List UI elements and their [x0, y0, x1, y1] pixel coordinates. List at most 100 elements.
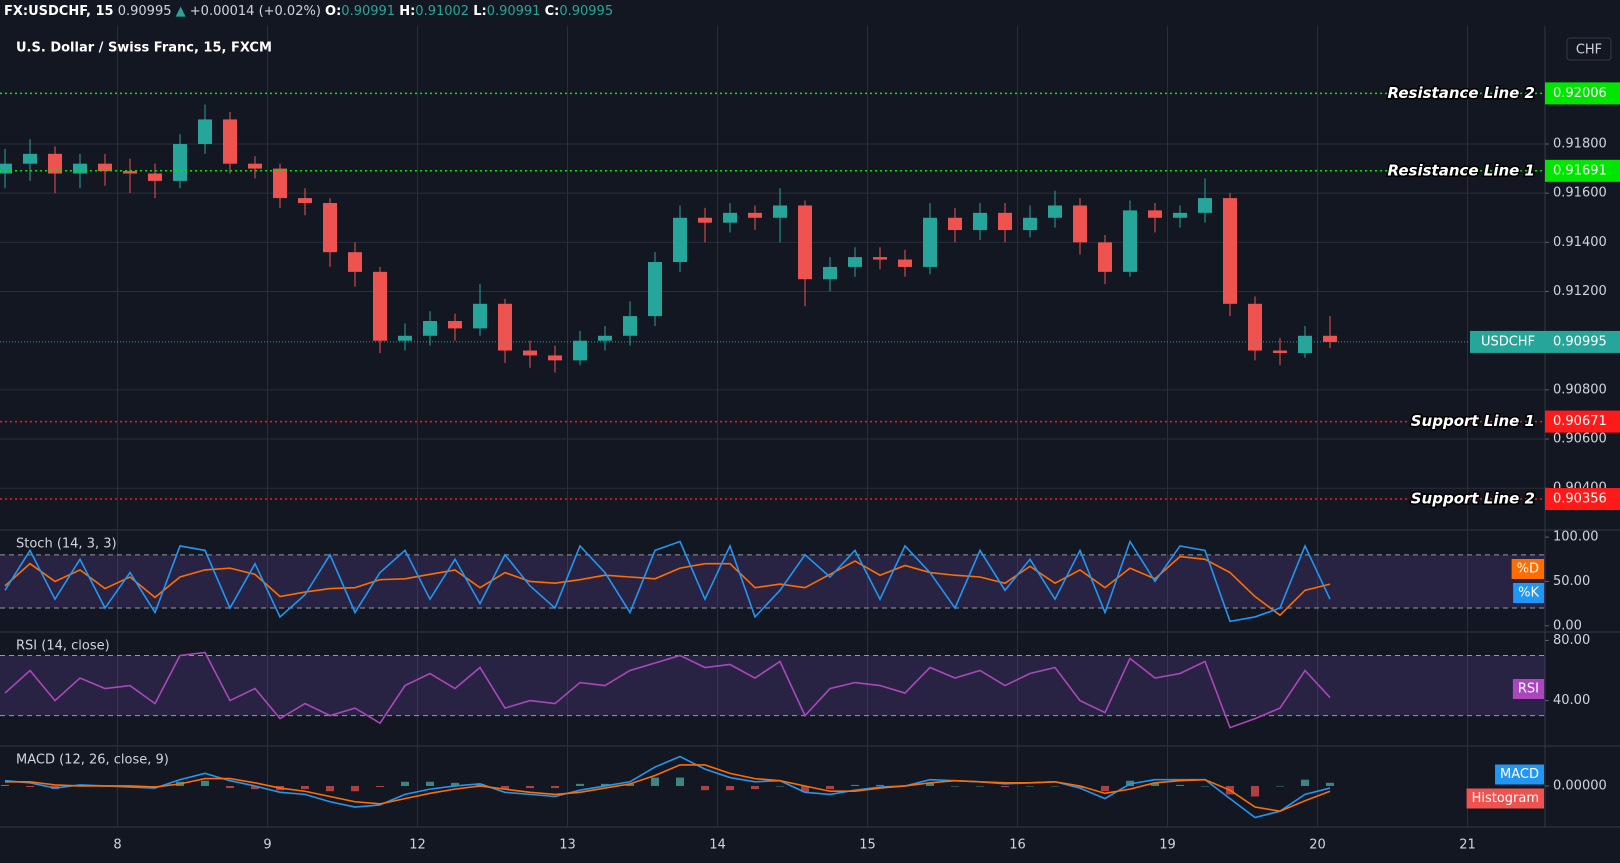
x-tick-label: 9: [263, 838, 271, 853]
x-tick-label: 12: [409, 838, 426, 853]
level-value: 0.92006: [1553, 86, 1607, 101]
x-tick-label: 13: [559, 838, 576, 853]
y-tick-label: 0.00: [1553, 618, 1582, 633]
candle-body: [373, 271, 387, 341]
close: 0.90995: [559, 4, 614, 19]
histogram-bar: [776, 785, 784, 787]
currency-button: [1566, 37, 1612, 61]
candle-body: [248, 163, 262, 169]
candle-body: [423, 321, 437, 336]
candle-body: [848, 257, 862, 267]
candle-body: [773, 205, 787, 218]
level-value: 0.90671: [1553, 414, 1607, 429]
currency: CHF: [1576, 43, 1602, 58]
series-line: [4, 651, 1331, 729]
last-price-name: USDCHF: [1481, 334, 1535, 349]
histogram-bar: [26, 785, 34, 788]
candle-body: [1073, 205, 1087, 243]
candle-body: [1173, 212, 1187, 218]
legend-label: %D: [1517, 562, 1539, 577]
candle-body: [948, 217, 962, 231]
y-tick-label: 0.90600: [1553, 432, 1607, 447]
legend-box: [1511, 559, 1544, 579]
histogram-bar: [351, 785, 359, 792]
legend-label: MACD: [1500, 767, 1539, 782]
band-fill: [0, 655, 1545, 716]
histogram-bar: [626, 783, 634, 786]
histogram-bar: [1001, 785, 1009, 788]
change: +0.00014 (+0.02%): [189, 4, 321, 19]
level-name: Support Line 1: [1411, 412, 1535, 430]
level-value-box: [1545, 159, 1620, 182]
open: 0.90991: [341, 4, 396, 19]
histogram-bar: [1276, 785, 1284, 787]
histogram-bar: [376, 785, 384, 788]
histogram-bar: [826, 785, 834, 790]
candle-body: [1323, 335, 1337, 342]
legend-box: [1513, 583, 1544, 603]
low: 0.90991: [486, 4, 541, 19]
histogram-bar: [1076, 785, 1084, 789]
candle-body: [48, 153, 62, 174]
candle-body: [173, 144, 187, 181]
histogram-bar: [701, 785, 709, 791]
panel-title: RSI (14, close): [16, 639, 110, 654]
histogram-bar: [851, 784, 859, 786]
series-line: [4, 539, 1331, 623]
candle-body: [1198, 198, 1212, 213]
candle-body: [623, 316, 637, 336]
histogram-bar: [551, 785, 559, 789]
y-tick-label: 0.91600: [1553, 186, 1607, 201]
legend-box: [1495, 764, 1544, 785]
x-tick-label: 8: [113, 838, 121, 853]
candle-body: [73, 163, 87, 174]
candle-body: [498, 303, 512, 351]
legend-label: %K: [1518, 586, 1539, 601]
candle-body: [123, 171, 137, 174]
panel-title: Stoch (14, 3, 3): [16, 537, 117, 552]
histogram-bar: [926, 782, 934, 786]
candle-body: [798, 205, 812, 280]
candle-body: [1148, 210, 1162, 218]
price: 0.90995: [117, 4, 172, 19]
candle-body: [1123, 210, 1137, 272]
y-tick-label: 0.00000: [1553, 778, 1607, 793]
candle-body: [473, 303, 487, 329]
series-line: [4, 755, 1331, 819]
histogram-bar: [1151, 782, 1159, 786]
last-price-value: 0.90995: [1553, 334, 1607, 349]
candle-body: [723, 212, 737, 223]
candle-body: [698, 217, 712, 223]
x-tick-label: 19: [1159, 838, 1176, 853]
x-tick-label: 14: [709, 838, 726, 853]
histogram-bar: [251, 785, 259, 790]
y-tick-label: 50.00: [1553, 574, 1590, 589]
candle-body: [923, 217, 937, 267]
last-price-box: [1545, 330, 1620, 353]
high-label: H:: [399, 4, 416, 19]
candle-body: [223, 119, 237, 164]
candle-body: [323, 203, 337, 253]
candle-body: [548, 355, 562, 361]
x-tick-label: 15: [859, 838, 876, 853]
level-value-box: [1545, 488, 1620, 511]
histogram-bar: [526, 785, 534, 789]
candle-body: [1248, 303, 1262, 351]
candle-body: [1223, 198, 1237, 304]
last-price-name-box: [1470, 330, 1545, 353]
candle-body: [198, 119, 212, 145]
legend-box: [1512, 679, 1544, 699]
x-tick-label: 20: [1309, 838, 1326, 853]
y-tick-label: 80.00: [1553, 633, 1590, 648]
histogram-bar: [451, 782, 459, 786]
histogram-bar: [1301, 779, 1309, 786]
candle-body: [1023, 217, 1037, 231]
histogram-bar: [426, 781, 434, 786]
candle-body: [523, 350, 537, 356]
candle-body: [648, 262, 662, 317]
histogram-bar: [501, 785, 509, 790]
histogram-bar: [326, 785, 334, 792]
open-label: O:: [325, 4, 342, 19]
legend-label: RSI: [1518, 682, 1539, 697]
histogram-bar: [951, 785, 959, 787]
